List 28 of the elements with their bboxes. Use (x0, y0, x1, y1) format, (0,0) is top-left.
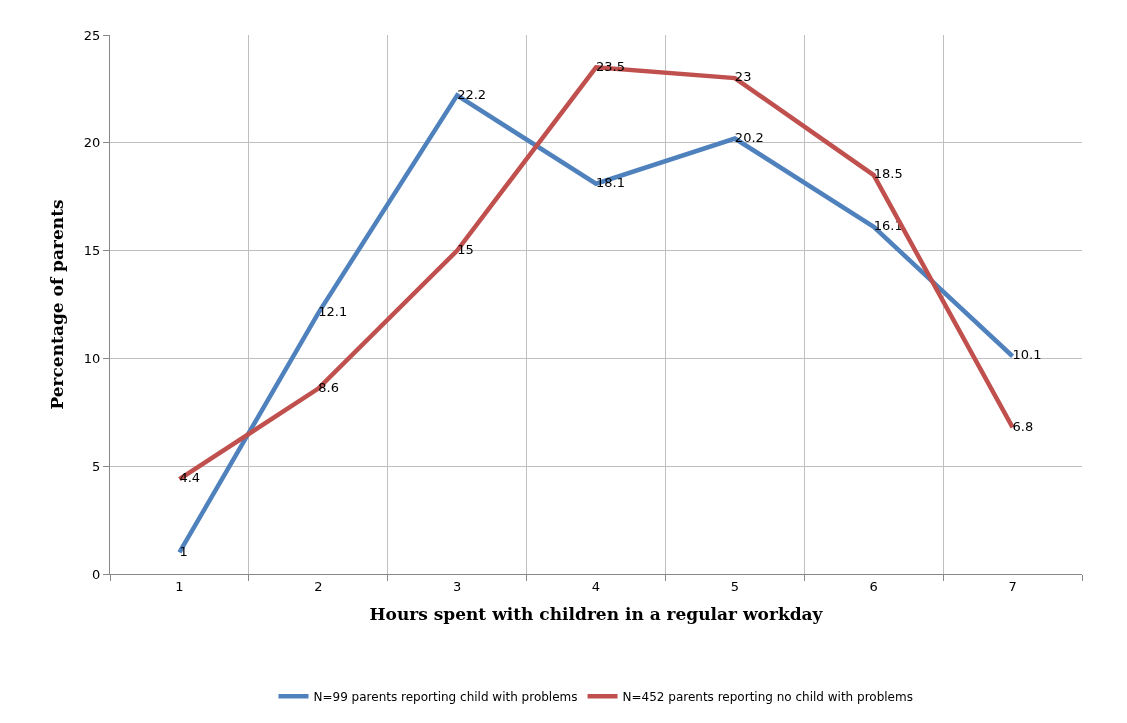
y-tick-label: 0 (92, 566, 101, 582)
y-tick-label: 20 (83, 135, 101, 151)
legend-label: N=452 parents reporting no child with problems (622, 689, 913, 704)
y-tick-label: 15 (83, 243, 101, 259)
data-label: 4.4 (179, 470, 201, 486)
y-tick-label: 10 (83, 350, 101, 366)
x-tick-label: 3 (453, 578, 462, 594)
data-label: 10.1 (1012, 347, 1042, 363)
y-tick-label: 25 (83, 27, 101, 43)
x-tick-label: 4 (591, 578, 601, 594)
data-label: 6.8 (1012, 418, 1034, 434)
x-tick-label: 1 (175, 578, 184, 594)
data-label: 23 (734, 69, 752, 85)
data-label: 12.1 (318, 304, 348, 320)
data-label: 8.6 (318, 379, 339, 395)
y-tick-label: 5 (92, 458, 101, 474)
y-axis-title: Percentage of parents (47, 199, 68, 410)
x-tick-label: 7 (1008, 578, 1017, 594)
data-label: 18.5 (873, 166, 903, 182)
legend-label: N=99 parents reporting child with problems (313, 689, 578, 704)
data-label: 15 (457, 241, 474, 257)
x-tick-label: 5 (730, 578, 739, 594)
x-tick-label: 6 (869, 578, 878, 594)
x-tick-label: 2 (314, 578, 323, 594)
data-label: 20.2 (734, 129, 764, 145)
data-label: 22.2 (457, 86, 487, 102)
data-label: 1 (179, 543, 188, 559)
x-axis-title: Hours spent with children in a regular workday (369, 604, 824, 624)
